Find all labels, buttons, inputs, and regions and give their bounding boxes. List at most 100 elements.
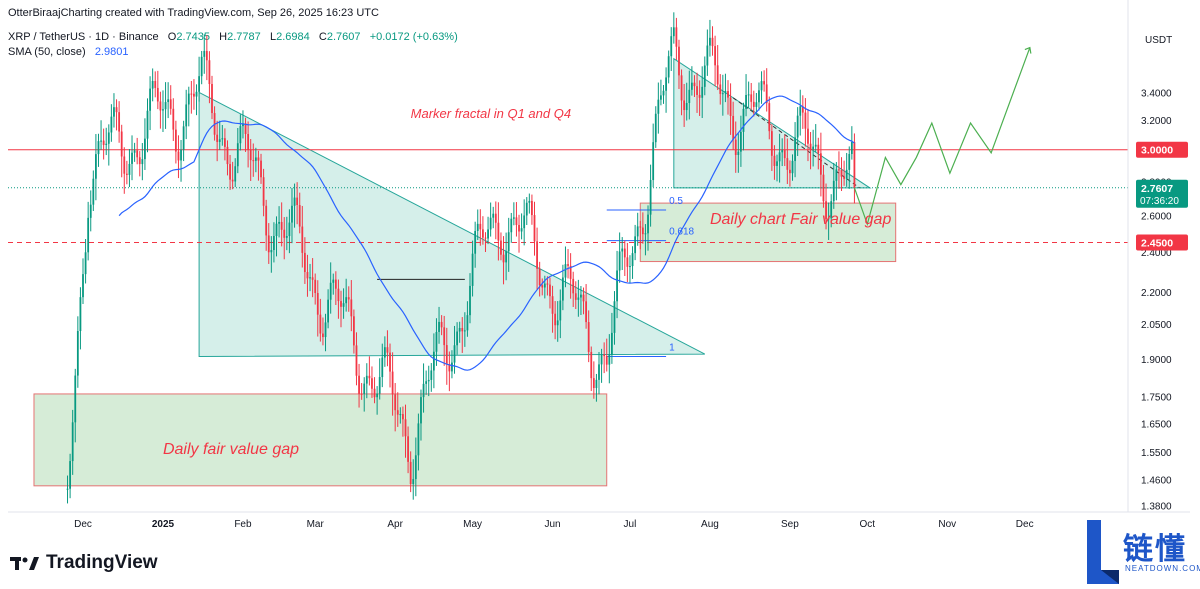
candle-body (66, 488, 69, 490)
candle-body (515, 217, 518, 225)
sma-label[interactable]: SMA (50, close) (8, 46, 86, 58)
candle-body (703, 65, 706, 87)
candle-body (180, 149, 182, 161)
candle-body (342, 303, 345, 307)
candle-body (190, 93, 193, 95)
sma-50-line[interactable] (118, 95, 855, 371)
candle-body (786, 158, 789, 170)
candle-body (174, 129, 177, 152)
candle-body (306, 272, 309, 279)
candle-body (260, 160, 262, 178)
candle-body (208, 60, 211, 84)
candle-body (125, 173, 128, 175)
candle-body (690, 82, 693, 90)
daily-fvg-zone[interactable] (33, 393, 608, 487)
low-value: 2.6984 (276, 31, 310, 43)
candle-body (118, 112, 121, 132)
candle-body (471, 253, 474, 286)
triangle-pattern-q1[interactable] (198, 91, 706, 357)
candle-body (670, 36, 673, 57)
candle-body (804, 112, 807, 129)
candle-body (665, 77, 667, 91)
candle-body (417, 423, 420, 456)
candle-body (79, 297, 82, 332)
candle-body (850, 142, 853, 155)
candle-body (706, 45, 709, 66)
candle-body (768, 103, 771, 132)
trend-dashed-line[interactable] (732, 97, 860, 189)
price-label-box (1136, 179, 1188, 208)
candle-body (391, 371, 394, 395)
candle-body (698, 94, 701, 98)
y-tick-label: 1.7500 (1141, 393, 1172, 404)
candle-body (97, 141, 100, 155)
candle-body (758, 90, 760, 103)
candle-body (347, 297, 350, 300)
candle-body (373, 388, 376, 398)
candle-body (275, 223, 278, 236)
projection-path[interactable] (853, 47, 1031, 227)
candle-body (159, 101, 162, 111)
fractal-annotation: Marker fractal in Q1 and Q4 (411, 106, 571, 121)
candle-body (211, 83, 213, 114)
candle-body (136, 150, 139, 158)
candle-body (146, 110, 149, 139)
candle-body (265, 205, 268, 236)
sma-value: 2.9801 (94, 46, 129, 58)
candle-body (438, 321, 440, 332)
candle-body (203, 50, 206, 57)
triangle-pattern-q3[interactable] (673, 57, 872, 189)
candle-body (182, 126, 185, 150)
candle-body (234, 166, 237, 182)
candle-body (729, 97, 732, 116)
candle-body (319, 314, 322, 334)
candle-body (819, 153, 822, 175)
candle-body (561, 277, 564, 301)
candle-body (301, 226, 304, 253)
candle-body (107, 132, 110, 144)
candle-body (531, 200, 533, 216)
candle-body (469, 285, 471, 316)
candle-body (448, 364, 451, 372)
x-tick-label: Dec (1016, 519, 1034, 530)
y-tick-label: 2.8000 (1141, 177, 1172, 188)
candle-body (141, 159, 144, 165)
neatdown-watermark: 链懂 NEATDOWN.COM (1085, 520, 1200, 586)
candle-body (164, 102, 167, 110)
candle-body (476, 223, 479, 231)
candle-body (654, 113, 657, 143)
candle-body (216, 134, 219, 142)
candle-body (92, 178, 95, 205)
candle-body (765, 84, 768, 104)
candle-body (484, 237, 487, 239)
sma-legend[interactable]: SMA (50, close) 2.9801 (8, 46, 128, 58)
candle-body (742, 108, 745, 132)
candle-body (605, 356, 608, 365)
candle-body (518, 224, 520, 232)
candle-body (102, 140, 105, 145)
symbol-legend[interactable]: XRP / TetherUS · 1D · Binance O2.7435 H2… (8, 31, 458, 43)
candle-body (293, 197, 296, 206)
tradingview-brand[interactable]: TradingView (10, 552, 158, 574)
x-tick-label: Sep (781, 519, 799, 530)
candle-body (376, 393, 379, 398)
candle-body (574, 293, 577, 300)
candle-body (672, 27, 675, 37)
y-tick-label: 1.6500 (1141, 419, 1172, 430)
daily-chart-fvg-zone[interactable] (639, 202, 897, 263)
candle-body (69, 461, 71, 489)
candle-body (626, 257, 629, 267)
symbol-name[interactable]: XRP / TetherUS · 1D · Binance (8, 31, 159, 43)
candle-body (817, 144, 820, 154)
price-label-box (1136, 234, 1188, 251)
candle-body (827, 218, 830, 220)
candle-body (407, 436, 409, 462)
candle-body (848, 154, 851, 170)
price-label-text: 2.7607 (1141, 183, 1173, 195)
y-tick-label: 2.4000 (1141, 248, 1172, 259)
candle-body (549, 284, 551, 297)
x-tick-label: Feb (234, 519, 252, 530)
candle-body (608, 354, 611, 365)
candle-body (497, 222, 500, 241)
